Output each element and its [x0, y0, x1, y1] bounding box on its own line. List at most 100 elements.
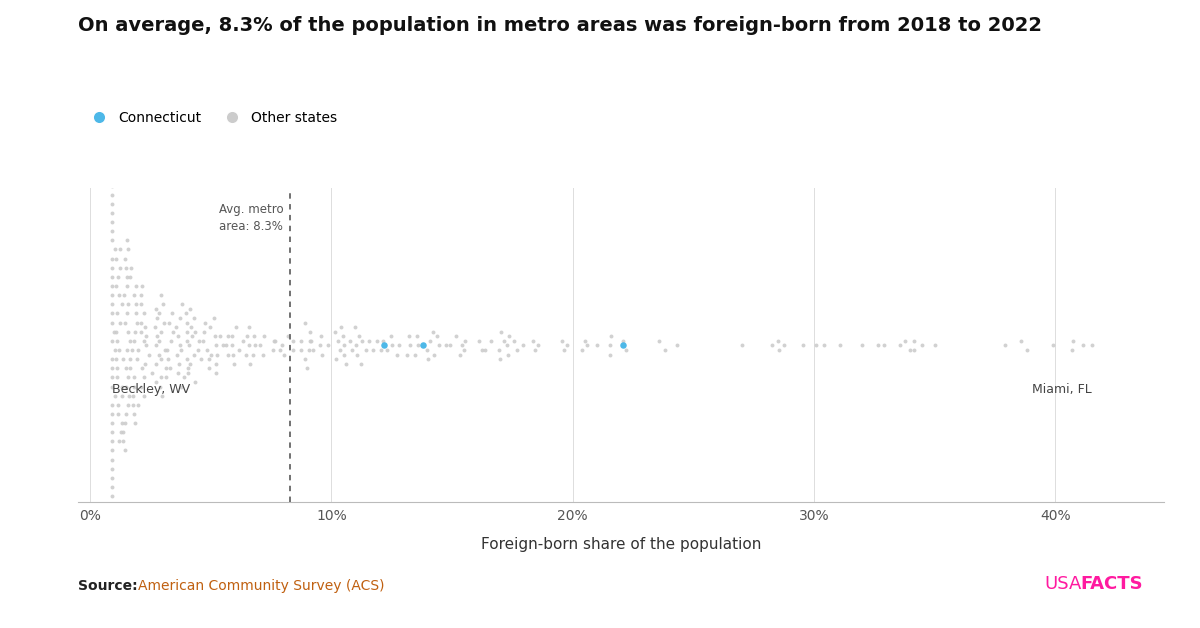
Point — [218, 350, 238, 360]
Point — [494, 336, 514, 346]
Point — [102, 436, 121, 447]
Point — [102, 418, 121, 428]
Point — [360, 336, 379, 346]
Point — [102, 509, 121, 519]
Point — [425, 350, 444, 360]
Point — [102, 226, 121, 236]
Point — [190, 336, 209, 346]
Point — [335, 340, 354, 350]
Point — [218, 331, 238, 341]
Point — [806, 340, 826, 350]
Point — [119, 244, 138, 254]
Point — [102, 427, 121, 437]
Point — [418, 345, 437, 355]
Point — [124, 290, 143, 300]
Point — [137, 340, 156, 350]
Point — [102, 463, 121, 474]
Point — [170, 313, 190, 323]
Point — [382, 340, 401, 350]
Point — [490, 354, 509, 364]
Point — [157, 345, 176, 355]
Point — [330, 345, 349, 355]
Point — [278, 331, 298, 341]
Point — [102, 190, 121, 200]
Point — [151, 372, 170, 382]
Point — [600, 340, 619, 350]
Point — [554, 345, 574, 355]
Point — [1062, 345, 1081, 355]
Point — [127, 318, 146, 328]
Point — [102, 491, 121, 501]
Point — [331, 322, 350, 332]
Point — [265, 336, 284, 346]
Point — [118, 281, 137, 291]
Point — [114, 290, 133, 300]
Point — [196, 318, 215, 328]
Point — [332, 331, 352, 341]
Point — [895, 336, 914, 346]
Point — [475, 345, 494, 355]
Point — [127, 354, 146, 364]
Point — [160, 363, 179, 373]
Point — [102, 99, 121, 109]
Point — [181, 322, 200, 332]
Point — [613, 336, 632, 346]
Point — [649, 336, 668, 346]
Point — [102, 80, 121, 90]
Point — [382, 331, 401, 341]
Point — [185, 350, 204, 360]
Text: American Community Survey (ACS): American Community Survey (ACS) — [138, 580, 384, 593]
Point — [102, 117, 121, 127]
Point — [298, 363, 317, 373]
Point — [113, 300, 132, 310]
Point — [245, 331, 264, 341]
Point — [152, 354, 172, 364]
Point — [229, 345, 248, 355]
Point — [168, 331, 187, 341]
Point — [206, 340, 226, 350]
Point — [328, 336, 347, 346]
Text: On average, 8.3% of the population in metro areas was foreign-born from 2018 to : On average, 8.3% of the population in me… — [78, 16, 1042, 35]
Point — [104, 327, 124, 337]
Point — [576, 336, 595, 346]
Point — [102, 537, 121, 547]
Point — [102, 180, 121, 190]
Point — [240, 359, 259, 369]
Point — [102, 409, 121, 419]
Point — [121, 363, 140, 373]
Point — [172, 381, 191, 391]
Point — [155, 345, 174, 355]
Point — [115, 254, 134, 264]
Point — [145, 322, 164, 332]
Point — [107, 336, 126, 346]
Point — [102, 473, 121, 483]
Point — [122, 345, 142, 355]
Point — [311, 331, 330, 341]
Point — [775, 340, 794, 350]
Point — [212, 340, 232, 350]
Text: FACTS: FACTS — [1080, 575, 1142, 593]
Point — [182, 331, 202, 341]
Point — [300, 336, 319, 346]
Point — [102, 162, 121, 172]
Point — [325, 327, 344, 337]
Point — [1082, 340, 1102, 350]
Point — [437, 340, 456, 350]
Point — [223, 340, 242, 350]
Point — [178, 363, 197, 373]
Point — [150, 308, 169, 318]
Point — [112, 381, 131, 391]
Point — [115, 418, 134, 428]
Point — [206, 359, 226, 369]
Point — [152, 391, 172, 401]
Point — [347, 350, 366, 360]
Point — [523, 336, 542, 346]
Point — [292, 345, 311, 355]
Point — [240, 322, 259, 332]
Point — [151, 290, 170, 300]
Point — [102, 519, 121, 529]
Point — [102, 300, 121, 310]
Point — [202, 350, 221, 360]
Point — [134, 372, 154, 382]
Point — [264, 336, 283, 346]
